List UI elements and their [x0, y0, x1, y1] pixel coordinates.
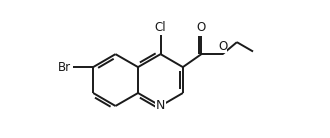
Text: O: O: [197, 21, 206, 34]
Text: Cl: Cl: [155, 21, 166, 34]
Text: N: N: [156, 99, 165, 112]
Text: Br: Br: [58, 61, 71, 74]
Text: O: O: [218, 40, 227, 53]
